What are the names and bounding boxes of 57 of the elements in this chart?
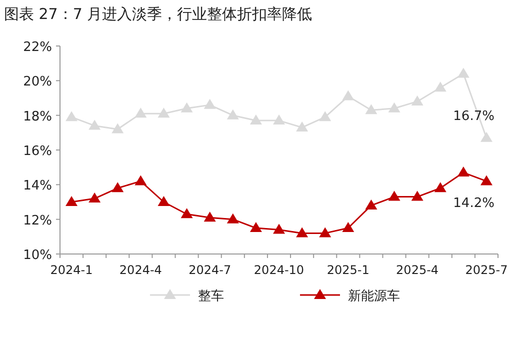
point [388,190,400,201]
point [66,111,78,122]
point [457,68,470,78]
point [273,114,285,125]
point [388,102,400,112]
point [226,213,239,224]
point [226,109,239,120]
point [134,108,147,118]
data-label: 14.2% [453,196,494,212]
point [411,190,424,201]
point [434,182,446,192]
y-tick-label: 12% [23,213,52,228]
point [273,224,285,234]
point [180,102,193,112]
legend-label: 整车 [198,289,224,304]
point [365,104,378,114]
point [204,98,216,109]
point [319,111,332,122]
y-tick-label: 18% [23,109,52,124]
point [480,175,492,186]
y-tick-label: 10% [23,248,52,263]
point [434,82,446,92]
y-tick-label: 16% [23,144,52,159]
x-tick-label: 2024-4 [119,263,162,277]
point [457,166,470,177]
point [250,114,262,125]
x-tick-label: 2025-1 [326,263,370,277]
point [342,90,354,100]
point [88,120,101,130]
point [296,121,308,132]
chart-title: 图表 27：7 月进入淡季，行业整体折扣率降低 [4,5,312,23]
x-tick-label: 2024-1 [50,263,93,277]
point [296,227,308,238]
point [134,175,147,186]
point [112,182,124,192]
x-tick-label: 2025-4 [396,263,439,277]
point [66,196,78,206]
point [158,108,170,118]
point [319,227,332,238]
y-tick-label: 14% [23,178,52,194]
point [411,95,424,106]
point [204,212,216,222]
data-label: 16.7% [453,108,494,124]
legend-label: 新能源车 [348,289,400,304]
point [112,123,124,134]
x-tick-label: 2024-7 [188,263,232,277]
point [88,192,101,203]
point [480,132,492,142]
y-tick-label: 22% [23,40,52,55]
y-tick-label: 20% [23,74,52,90]
x-tick-label: 2024-10 [254,263,304,277]
point [342,222,354,232]
point [180,208,193,218]
x-tick-label: 2025-7 [465,263,508,277]
point [365,199,378,210]
point [158,196,170,206]
point [250,222,262,232]
